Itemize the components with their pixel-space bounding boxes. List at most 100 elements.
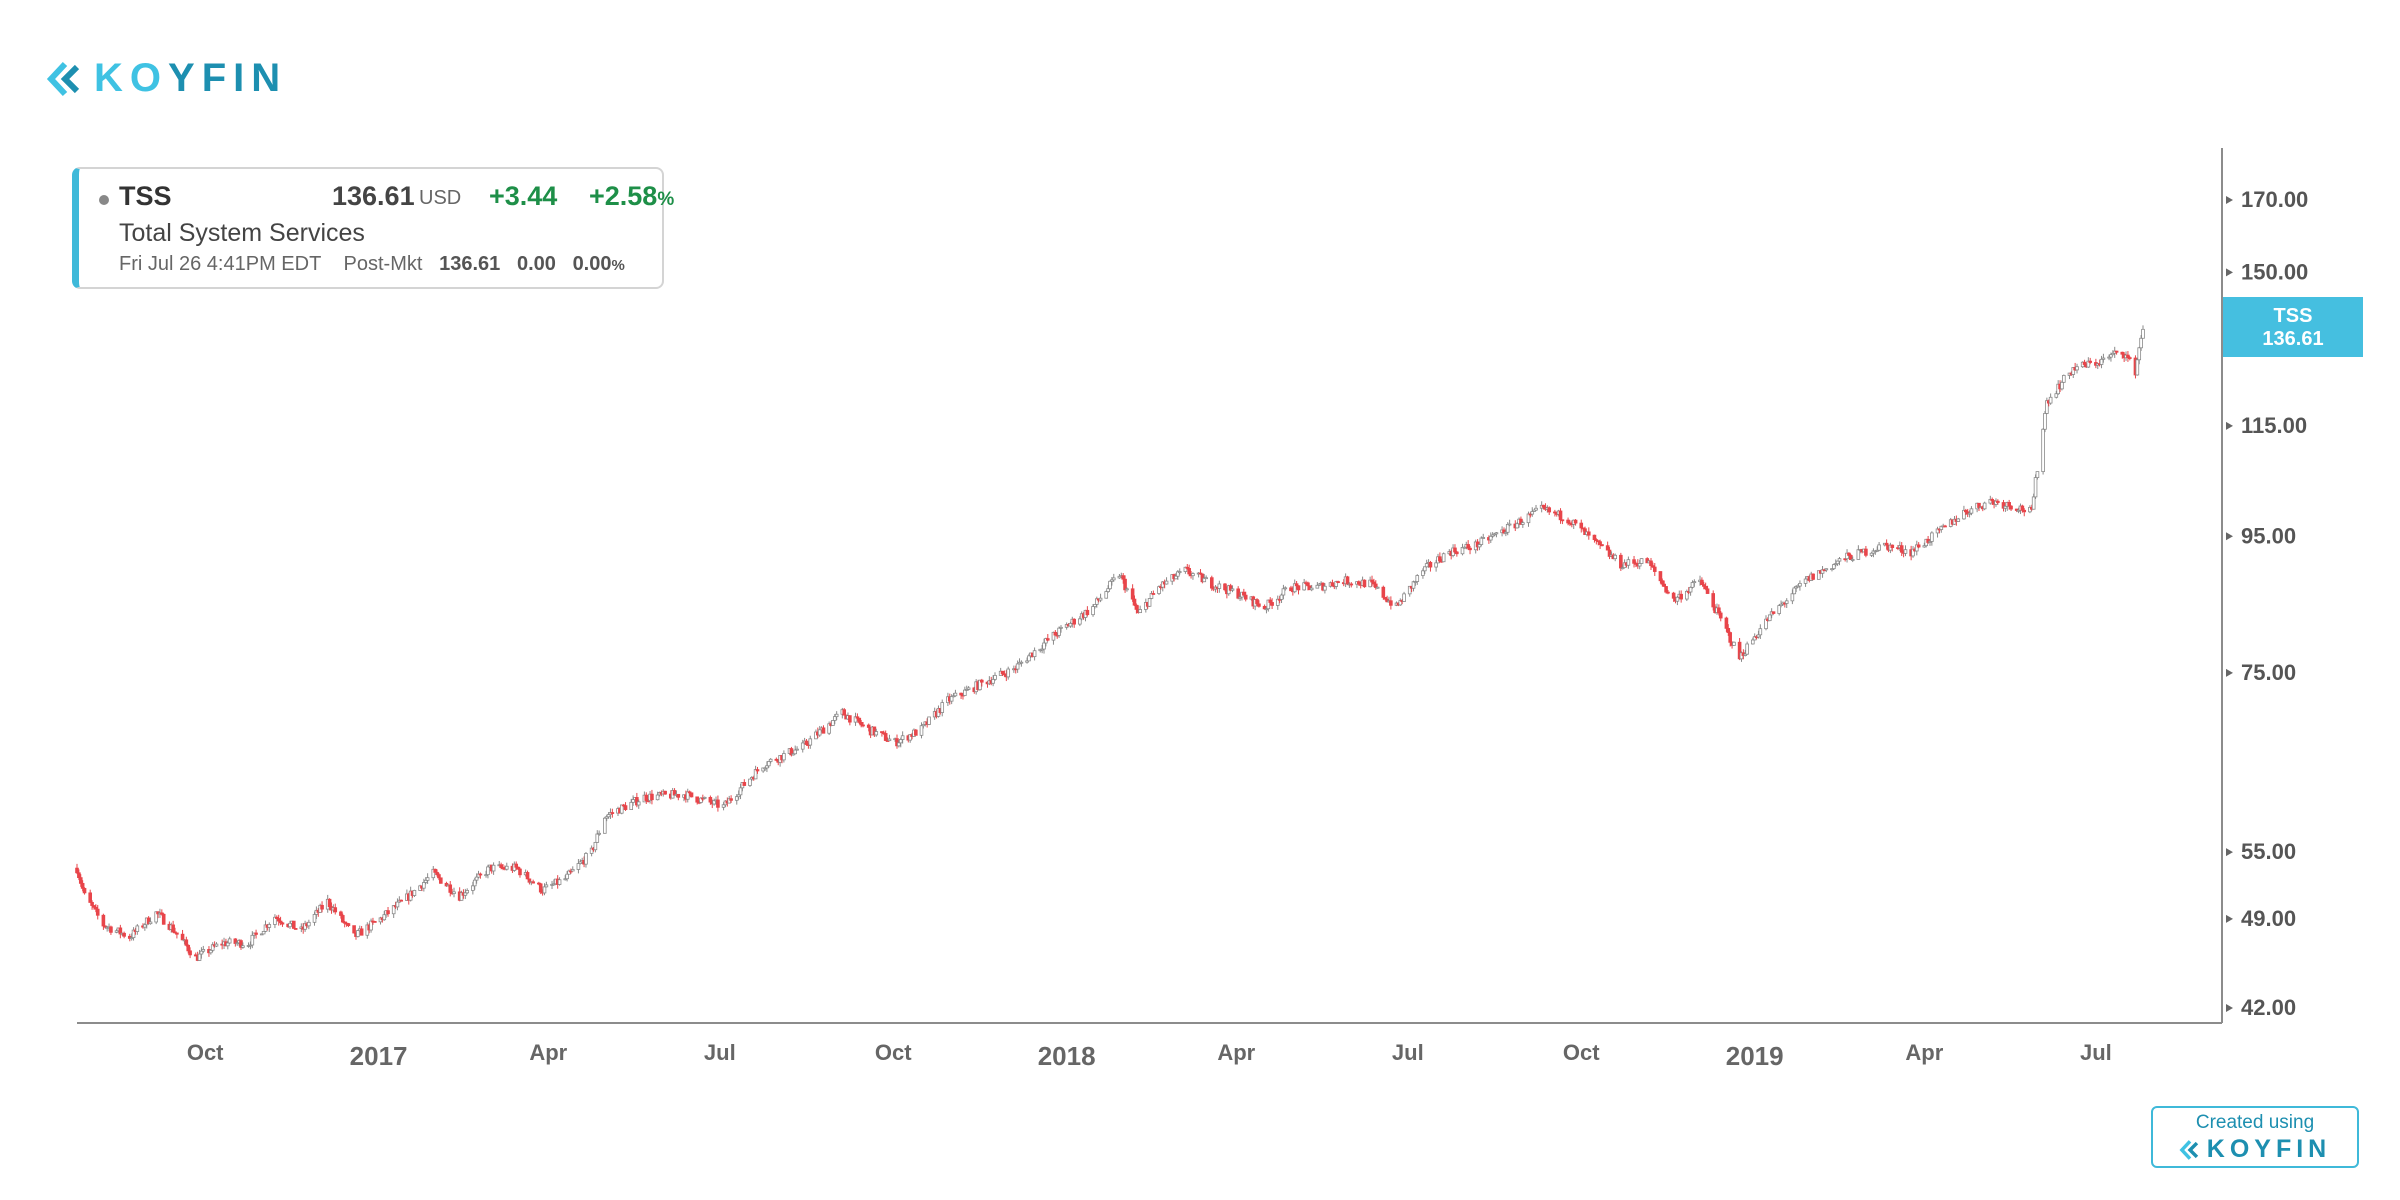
candle-body (1728, 632, 1732, 643)
quote-currency: USD (419, 187, 462, 209)
candle-body (603, 817, 607, 834)
candle-body (1884, 542, 1889, 546)
candle-body (1792, 587, 1797, 595)
quote-ticker[interactable]: TSS (119, 181, 172, 211)
candle-body (1068, 623, 1073, 627)
quote-postmarket-row: Fri Jul 26 4:41PM EDT Post-Mkt 136.61 0.… (119, 253, 625, 276)
candle-body (1125, 588, 1129, 591)
candle-body (1104, 591, 1109, 599)
candle-body (267, 924, 272, 928)
candle-body (1911, 548, 1915, 557)
candle-body (1777, 605, 1781, 614)
candle-body (702, 796, 707, 799)
candle-body (1204, 577, 1208, 580)
candle-body (1164, 580, 1169, 585)
candle-body (689, 792, 694, 798)
series-dot-icon (99, 195, 109, 205)
candle-body (855, 716, 860, 719)
candle-body (1598, 541, 1602, 545)
candle-body (386, 910, 390, 915)
candle-body (1151, 593, 1156, 595)
candle-body (755, 769, 760, 772)
candle-body (576, 863, 581, 870)
candle-body (1309, 587, 1314, 591)
x-tick-label: Apr (1217, 1040, 1255, 1065)
candle-body (2099, 358, 2104, 365)
quote-header-box: TSS 136.61 USD +3.44 +2.58% Total System… (72, 167, 674, 289)
candle-body (729, 798, 733, 801)
candle-body (1138, 609, 1142, 614)
candle-body (538, 883, 543, 893)
candle-body (1130, 588, 1135, 600)
candle-body (1726, 627, 1731, 633)
candle-body (1466, 544, 1470, 549)
quote-price: 136.61 (332, 181, 415, 211)
post-change: 0.00 (516, 253, 556, 275)
candle-body (1481, 537, 1486, 539)
candle-body (708, 796, 713, 803)
candle-body (78, 877, 83, 884)
candle-body (1939, 525, 1944, 530)
candle-body (2043, 413, 2047, 430)
candle-body (356, 930, 360, 937)
candle-body (1362, 579, 1367, 588)
candle-body (676, 793, 681, 798)
candle-body (1223, 583, 1227, 591)
candle-body (2062, 375, 2066, 383)
candle-body (1547, 507, 1552, 513)
candle-body (2007, 502, 2011, 507)
candle-body (1943, 525, 1947, 528)
candle-body (2009, 505, 2013, 510)
candle-body (1619, 554, 1623, 569)
candle-body (804, 740, 809, 745)
candle-body (1592, 534, 1597, 541)
candle-body (1373, 583, 1378, 588)
x-tick-label: Jul (1392, 1040, 1424, 1065)
candle-body (1027, 655, 1031, 662)
candle-body (293, 928, 298, 930)
y-tick-mark (2226, 848, 2233, 857)
koyfin-chevron-icon (46, 61, 80, 96)
candle-body (1415, 575, 1420, 582)
x-tick-label: 2018 (1038, 1041, 1096, 1071)
candle-body (346, 923, 351, 927)
candle-body (631, 799, 635, 803)
y-tick-label: 55.00 (2241, 839, 2296, 864)
candle-body (1460, 547, 1465, 555)
candle-body (993, 674, 997, 680)
candle-body (1856, 549, 1861, 560)
candle-body (161, 913, 166, 925)
x-tick-label: Apr (529, 1040, 567, 1065)
candle-body (1784, 600, 1789, 604)
candle-body (1605, 545, 1610, 551)
candle-body (2137, 347, 2142, 361)
candle-body (1586, 531, 1591, 536)
created-using-badge[interactable]: Created using KOYFIN (2151, 1106, 2359, 1168)
candle-body (650, 793, 654, 801)
candle-body (919, 725, 924, 736)
candle-body (1187, 567, 1191, 575)
candle-body (768, 758, 773, 762)
candle-body (1091, 606, 1095, 616)
candle-body (1745, 643, 1749, 655)
candle-body (544, 884, 549, 888)
candle-body (1732, 641, 1736, 646)
candle-body (1675, 596, 1680, 602)
quote-change: +3.44 (489, 181, 558, 211)
candle-body (188, 950, 192, 956)
candle-body (422, 882, 426, 889)
post-change-pct: 0.00% (572, 253, 625, 275)
candle-body (1051, 631, 1056, 641)
candle-body (82, 887, 87, 894)
candle-body (1202, 577, 1207, 583)
candle-body (2041, 428, 2045, 472)
candle-body (1521, 522, 1525, 525)
candle-body (2141, 328, 2145, 339)
last-price-tag: TSS 136.61 (2223, 297, 2363, 357)
candle-body (1255, 599, 1259, 605)
candle-body (1771, 611, 1776, 614)
x-tick-label: Apr (1905, 1040, 1943, 1065)
candle-body (391, 905, 396, 915)
candle-body (273, 916, 277, 925)
